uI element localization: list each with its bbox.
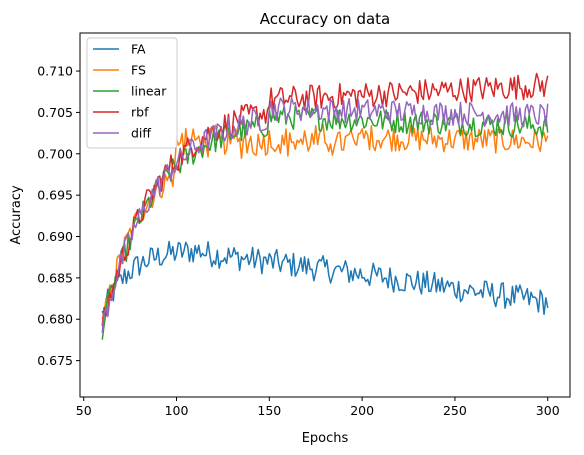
x-tick-label: 200 xyxy=(350,403,374,418)
x-tick-label: 100 xyxy=(165,403,189,418)
y-axis: 0.675 0.680 0.685 0.690 0.695 0.700 0.705 0.710 xyxy=(37,64,80,368)
series-line-rbf xyxy=(101,72,549,326)
series-line-fa xyxy=(101,240,549,317)
y-tick-label: 0.680 xyxy=(37,312,73,327)
series-line-diff xyxy=(101,97,549,333)
legend-label-diff: diff xyxy=(131,126,151,141)
plot-frame xyxy=(79,32,571,398)
legend-label-rbf: rbf xyxy=(131,105,149,120)
y-tick-label: 0.705 xyxy=(37,105,73,120)
y-axis-label: Accuracy xyxy=(9,185,24,245)
x-axis-label: Epochs xyxy=(302,431,349,446)
x-tick-label: 150 xyxy=(257,403,281,418)
chart-title: Accuracy on data xyxy=(260,10,391,28)
legend-label-fa: FA xyxy=(131,42,146,57)
legend-label-fs: FS xyxy=(131,63,146,78)
y-tick-label: 0.675 xyxy=(37,353,73,368)
y-tick-label: 0.690 xyxy=(37,229,73,244)
y-tick-label: 0.685 xyxy=(37,270,73,285)
x-axis: 50 100 150 200 250 300 xyxy=(76,397,560,418)
legend-label-linear: linear xyxy=(131,84,167,99)
y-tick-label: 0.695 xyxy=(37,188,73,203)
x-tick-label: 50 xyxy=(76,403,92,418)
x-tick-label: 250 xyxy=(443,403,467,418)
y-tick-label: 0.700 xyxy=(37,146,73,161)
legend: FA FS linear rbf diff xyxy=(86,37,178,149)
y-tick-label: 0.710 xyxy=(37,64,73,79)
legend-box xyxy=(86,37,178,149)
x-tick-label: 300 xyxy=(536,403,560,418)
